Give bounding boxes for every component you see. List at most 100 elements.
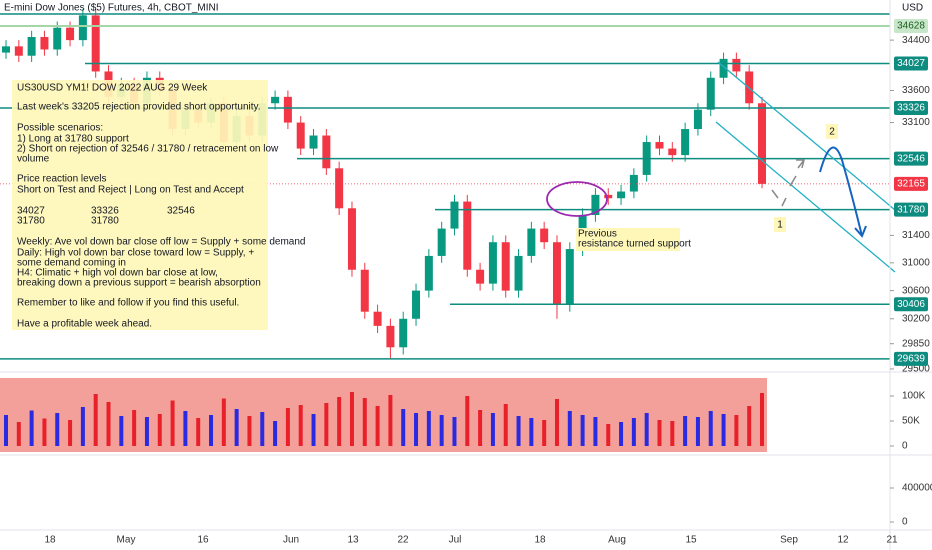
volume-bar (657, 420, 662, 446)
y-tick-label: 100K (902, 391, 926, 402)
y-tick-label: 33600 (902, 85, 930, 96)
note-line: Price reaction levels (17, 174, 106, 185)
note-line: volume (17, 154, 50, 165)
volume-bar (285, 408, 290, 446)
volume-bar (401, 409, 406, 446)
x-tick-label: 21 (886, 535, 898, 546)
volume-bar (747, 406, 752, 446)
y-tick-label: 31400 (902, 230, 930, 241)
candle-body (27, 37, 36, 56)
note-line: some demand coming in (17, 258, 126, 269)
volume-bar (734, 415, 739, 446)
volume-bar (695, 417, 700, 446)
candle-body (424, 255, 433, 291)
candle-body (386, 325, 395, 348)
volume-bar (567, 411, 572, 446)
note-line: Weekly: Ave vol down bar close off low =… (17, 237, 306, 248)
candle-body (732, 58, 741, 72)
candle-body (296, 122, 305, 149)
volume-bar (4, 415, 8, 446)
volume-bar (55, 413, 60, 446)
volume-bar (119, 416, 124, 446)
note-line: 1) Long at 31780 support (17, 134, 129, 145)
volume-bar (183, 411, 188, 446)
level-label: 30406 (897, 299, 925, 310)
candle-body (450, 201, 459, 229)
note-line: US30USD YM1! DOW 2022 AUG 29 Week (17, 83, 208, 94)
volume-bar (209, 415, 214, 446)
note-line: Daily: High vol down bar close toward lo… (17, 248, 254, 259)
level-label-bg (894, 202, 928, 217)
volume-bar (80, 407, 85, 446)
volume-bar (144, 417, 149, 446)
volume-bar (157, 414, 162, 446)
note-box (12, 80, 268, 330)
price-label-bg (894, 176, 928, 191)
x-tick-label: 15 (685, 535, 697, 546)
x-tick-label: May (117, 535, 136, 546)
candle-body (66, 27, 75, 41)
volume-pane (0, 378, 767, 452)
x-tick-label: 12 (837, 535, 849, 546)
candle-body (14, 46, 23, 56)
volume-bar (362, 398, 367, 446)
candle-body (347, 208, 356, 270)
volume-bar (68, 420, 73, 446)
volume-bar (349, 392, 354, 446)
y-tick-label: 31000 (902, 257, 930, 268)
volume-bar (606, 424, 611, 446)
level-label-bg (894, 56, 928, 71)
candle-body (309, 135, 318, 149)
note-line: breaking down a previous support = beari… (17, 278, 261, 289)
volume-bar (554, 399, 559, 446)
volume-bar (311, 414, 316, 446)
level-label: 34027 (897, 58, 925, 69)
candle-body (719, 58, 728, 78)
x-tick-label: 16 (197, 535, 209, 546)
volume-bar (260, 412, 265, 446)
arrow-head (854, 225, 867, 238)
candle-body (476, 269, 485, 284)
level-label: 34628 (897, 21, 925, 32)
volume-bar (42, 418, 47, 446)
candle-body (604, 194, 613, 199)
volume-bar (529, 418, 534, 446)
arrow (819, 146, 863, 237)
volume-bar (426, 411, 431, 446)
chart-title: E-mini Dow Jones ($5) Futures, 4h, CBOT_… (4, 3, 219, 14)
x-tick-label: 18 (44, 535, 56, 546)
x-tick-label: Aug (608, 535, 626, 546)
note-line: Remember to like and follow if you find … (17, 298, 239, 309)
level-label-bg (894, 297, 928, 312)
volume-bar (298, 405, 303, 446)
candle-body (399, 318, 408, 348)
note-line: Last week's 33205 rejection provided sho… (17, 102, 261, 113)
x-tick-label: Sep (780, 535, 798, 546)
x-tick-label: Jul (449, 535, 462, 546)
y-tick-label: 34400 (902, 35, 930, 46)
volume-bar (593, 417, 598, 446)
annotation: 1 (777, 220, 783, 231)
candle-body (463, 201, 472, 270)
volume-bar (503, 404, 508, 446)
candle-body (91, 15, 100, 72)
candle-body (693, 109, 702, 130)
candle-body (437, 228, 446, 256)
volume-bar (16, 422, 21, 446)
volume-bar (452, 417, 457, 446)
x-tick-label: 13 (347, 535, 359, 546)
volume-bar (106, 402, 111, 446)
volume-bar (670, 421, 675, 446)
candle-body (360, 269, 369, 312)
x-tick-label: 18 (534, 535, 546, 546)
candle-body (565, 249, 574, 305)
candle-body (78, 15, 87, 41)
level-label-bg (894, 351, 928, 366)
y-tick-label: 29850 (902, 338, 930, 349)
y-tick-label: 0 (902, 517, 908, 528)
candle-body (629, 174, 638, 192)
x-tick-label: 22 (397, 535, 409, 546)
note-cell: 34027 (17, 206, 45, 217)
annotation: 2 (829, 127, 835, 138)
